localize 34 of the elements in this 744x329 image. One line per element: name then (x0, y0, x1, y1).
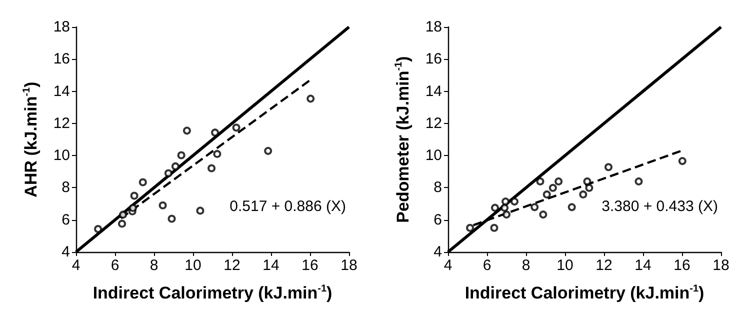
x-tick-label: 16 (302, 257, 318, 274)
x-tick-label: 10 (556, 257, 574, 274)
annotation: 3.380 + 0.433 (X) (602, 198, 718, 215)
y-tick-label: 14 (425, 82, 442, 100)
x-tick-label: 8 (522, 257, 530, 274)
y-tick-label: 18 (53, 18, 70, 36)
x-tick-label: 10 (184, 257, 202, 274)
x-tick-label: 12 (224, 257, 240, 274)
x-tick-label: 18 (712, 257, 730, 274)
y-tick-label: 4 (62, 244, 70, 260)
y-axis-title: AHR (kJ.min-1) (22, 82, 40, 198)
x-tick-label: 8 (150, 257, 158, 274)
y-tick-label: 18 (425, 18, 442, 36)
x-tick-label: 18 (340, 257, 358, 274)
y-tick-label: 12 (53, 114, 70, 132)
y-tick-label: 8 (434, 179, 442, 196)
y-tick-label: 8 (62, 179, 70, 196)
x-tick-label: 14 (262, 257, 280, 274)
y-tick-label: 12 (425, 114, 442, 132)
y-axis-title: Pedometer (kJ.min-1) (394, 56, 412, 223)
y-tick-label: 4 (434, 244, 442, 260)
y-tick-label: 10 (53, 147, 70, 164)
x-tick-label: 6 (110, 257, 120, 274)
x-tick-label: 14 (634, 257, 652, 274)
annotation: 0.517 + 0.886 (X) (230, 198, 346, 215)
x-tick-label: 6 (482, 257, 492, 274)
x-tick-label: 12 (596, 257, 612, 274)
y-tick-label: 6 (434, 211, 442, 228)
y-tick-label: 6 (62, 211, 70, 228)
y-tick-label: 16 (425, 50, 442, 68)
x-tick-label: 16 (674, 257, 690, 274)
y-tick-label: 14 (53, 82, 70, 100)
y-tick-label: 16 (53, 50, 70, 68)
y-tick-label: 10 (425, 147, 442, 164)
